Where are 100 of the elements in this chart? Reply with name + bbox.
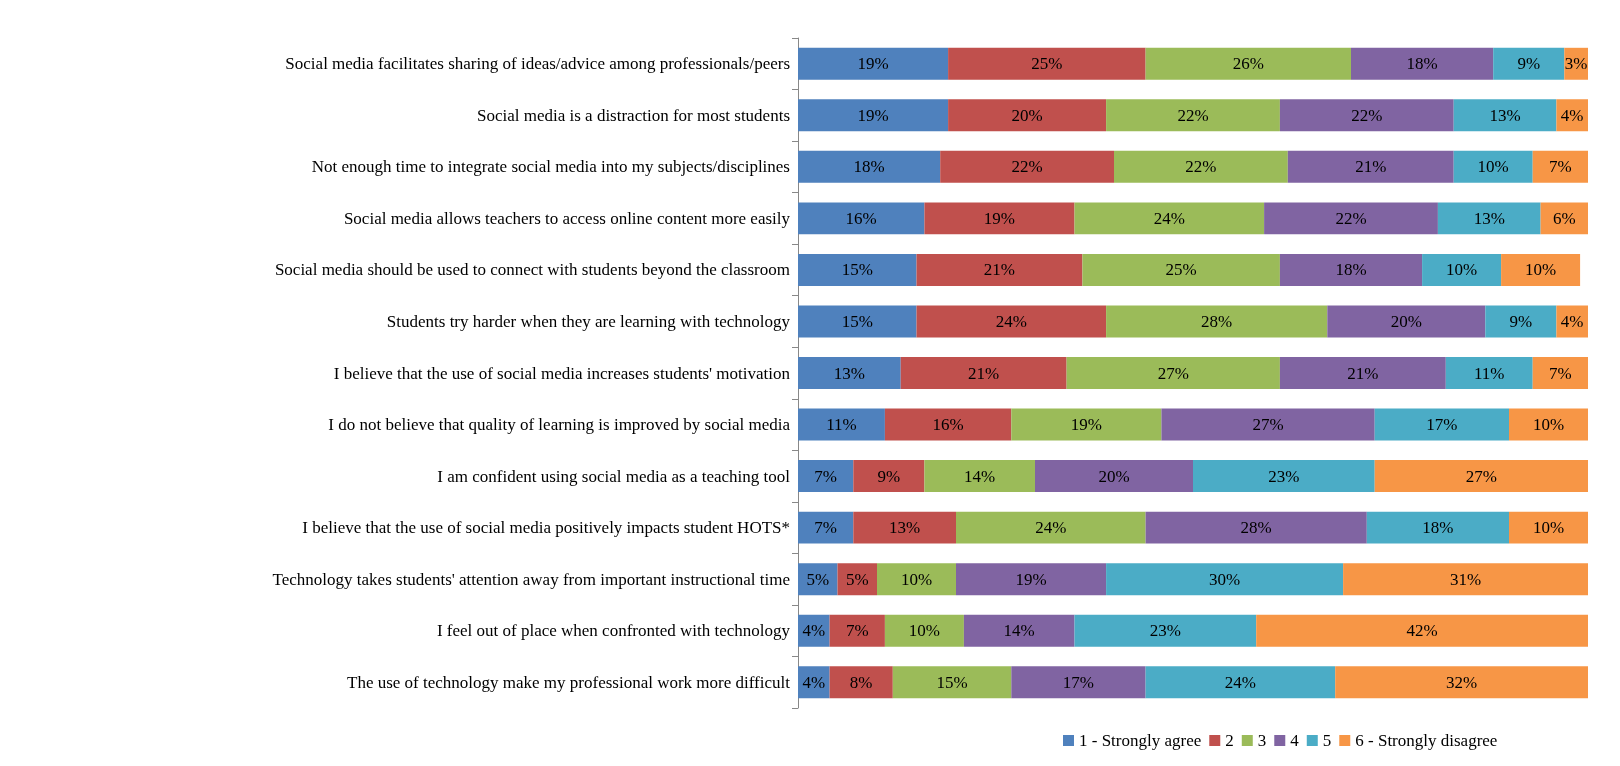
legend-label: 3: [1257, 731, 1267, 750]
bar: [1493, 47, 1565, 80]
data-label: 7%: [845, 621, 869, 641]
bar: [1074, 614, 1257, 647]
bar: [1422, 253, 1502, 286]
bar: [798, 408, 885, 441]
data-label: 7%: [814, 466, 837, 486]
bar: [1145, 47, 1351, 80]
bar: [853, 460, 925, 493]
data-label: 15%: [841, 311, 873, 331]
y-tick-label: I do not believe that quality of learning is improved by social media: [328, 415, 791, 435]
data-label: 10%: [1532, 518, 1565, 538]
bar: [1011, 408, 1162, 441]
data-label: 21%: [983, 260, 1016, 280]
data-label: 23%: [1268, 466, 1300, 486]
data-label: 4%: [802, 621, 826, 641]
y-tick-label: The use of technology make my professional work more difficult: [347, 672, 791, 692]
bar: [1351, 47, 1494, 80]
bar: [916, 253, 1083, 286]
data-label: 9%: [877, 466, 901, 486]
y-tick-label: I believe that the use of social media positively impacts student HOTS*: [302, 518, 790, 538]
bar: [1035, 460, 1193, 493]
data-label: 5%: [845, 569, 869, 589]
bar: [1532, 150, 1588, 183]
bar: [1279, 99, 1454, 132]
data-label: 4%: [1560, 311, 1584, 331]
bar: [1532, 357, 1588, 389]
bar: [798, 150, 941, 183]
bar: [924, 202, 1075, 235]
legend-label: 6 - Strongly disagree: [1355, 731, 1498, 750]
data-label: 27%: [1157, 363, 1189, 383]
bar: [798, 563, 838, 596]
bar: [877, 563, 956, 596]
data-label: 7%: [1549, 157, 1572, 177]
bar: [956, 563, 1107, 596]
bar: [1161, 408, 1375, 441]
data-label: 24%: [1153, 208, 1185, 228]
y-tick-label: Technology takes students' attention away from important instructional time: [272, 569, 790, 589]
data-label: 18%: [1406, 54, 1438, 74]
data-label: 15%: [841, 260, 873, 280]
bar: [916, 305, 1107, 338]
data-label: 16%: [932, 415, 964, 435]
bar: [1453, 99, 1557, 132]
bar: [1374, 408, 1509, 441]
bar: [1145, 666, 1336, 699]
bar: [853, 511, 956, 544]
bar: [1011, 666, 1146, 699]
y-tick-label: Social media facilitates sharing of ideas/advice among professionals/peers: [285, 54, 790, 74]
bar: [1366, 511, 1509, 544]
bar: [940, 150, 1114, 183]
bar: [829, 614, 885, 647]
bar: [884, 408, 1012, 441]
data-label: 24%: [1224, 672, 1256, 692]
bar: [798, 202, 925, 235]
bar: [798, 99, 949, 132]
data-label: 10%: [1477, 157, 1509, 177]
legend-label: 2: [1225, 731, 1234, 750]
data-label: 21%: [968, 363, 1000, 383]
data-label: 14%: [1003, 621, 1035, 641]
data-label: 10%: [1532, 415, 1565, 435]
y-tick-label: Students try harder when they are learning with technology: [386, 311, 791, 331]
data-label: 31%: [1449, 569, 1482, 589]
bar: [1264, 202, 1438, 235]
bar: [1485, 305, 1557, 338]
bar: [798, 357, 901, 389]
bar: [1082, 253, 1280, 286]
data-label: 20%: [1098, 466, 1130, 486]
bar: [1509, 408, 1588, 441]
bar: [1501, 253, 1581, 286]
bar: [963, 614, 1075, 647]
data-label: 6%: [1552, 208, 1576, 228]
data-label: 24%: [1035, 518, 1067, 538]
bar: [1106, 305, 1328, 338]
data-label: 19%: [857, 54, 889, 74]
data-label: 22%: [1011, 157, 1043, 177]
legend-label: 5: [1322, 731, 1332, 750]
bar: [1145, 511, 1367, 544]
bar: [948, 99, 1107, 132]
data-label: 17%: [1426, 415, 1458, 435]
data-label: 13%: [1489, 105, 1521, 125]
bar: [884, 614, 964, 647]
data-label: 17%: [1062, 672, 1095, 692]
y-tick-label: Social media is a distraction for most students: [476, 105, 790, 125]
data-label: 13%: [1473, 208, 1505, 228]
bar: [900, 357, 1067, 389]
bar: [1256, 614, 1588, 647]
bar: [1374, 460, 1588, 493]
data-label: 9%: [1517, 54, 1541, 74]
data-label: 5%: [806, 569, 830, 589]
bar: [1540, 202, 1588, 235]
bar: [798, 511, 854, 544]
data-label: 21%: [1355, 157, 1387, 177]
bar: [1343, 563, 1588, 596]
bar: [798, 305, 917, 338]
data-label: 14%: [964, 466, 996, 486]
bar: [948, 47, 1146, 80]
data-label: 13%: [833, 363, 865, 383]
data-label: 13%: [889, 518, 921, 538]
y-tick-label: I believe that the use of social media increases students' motivation: [333, 363, 791, 383]
data-label: 23%: [1149, 621, 1181, 641]
